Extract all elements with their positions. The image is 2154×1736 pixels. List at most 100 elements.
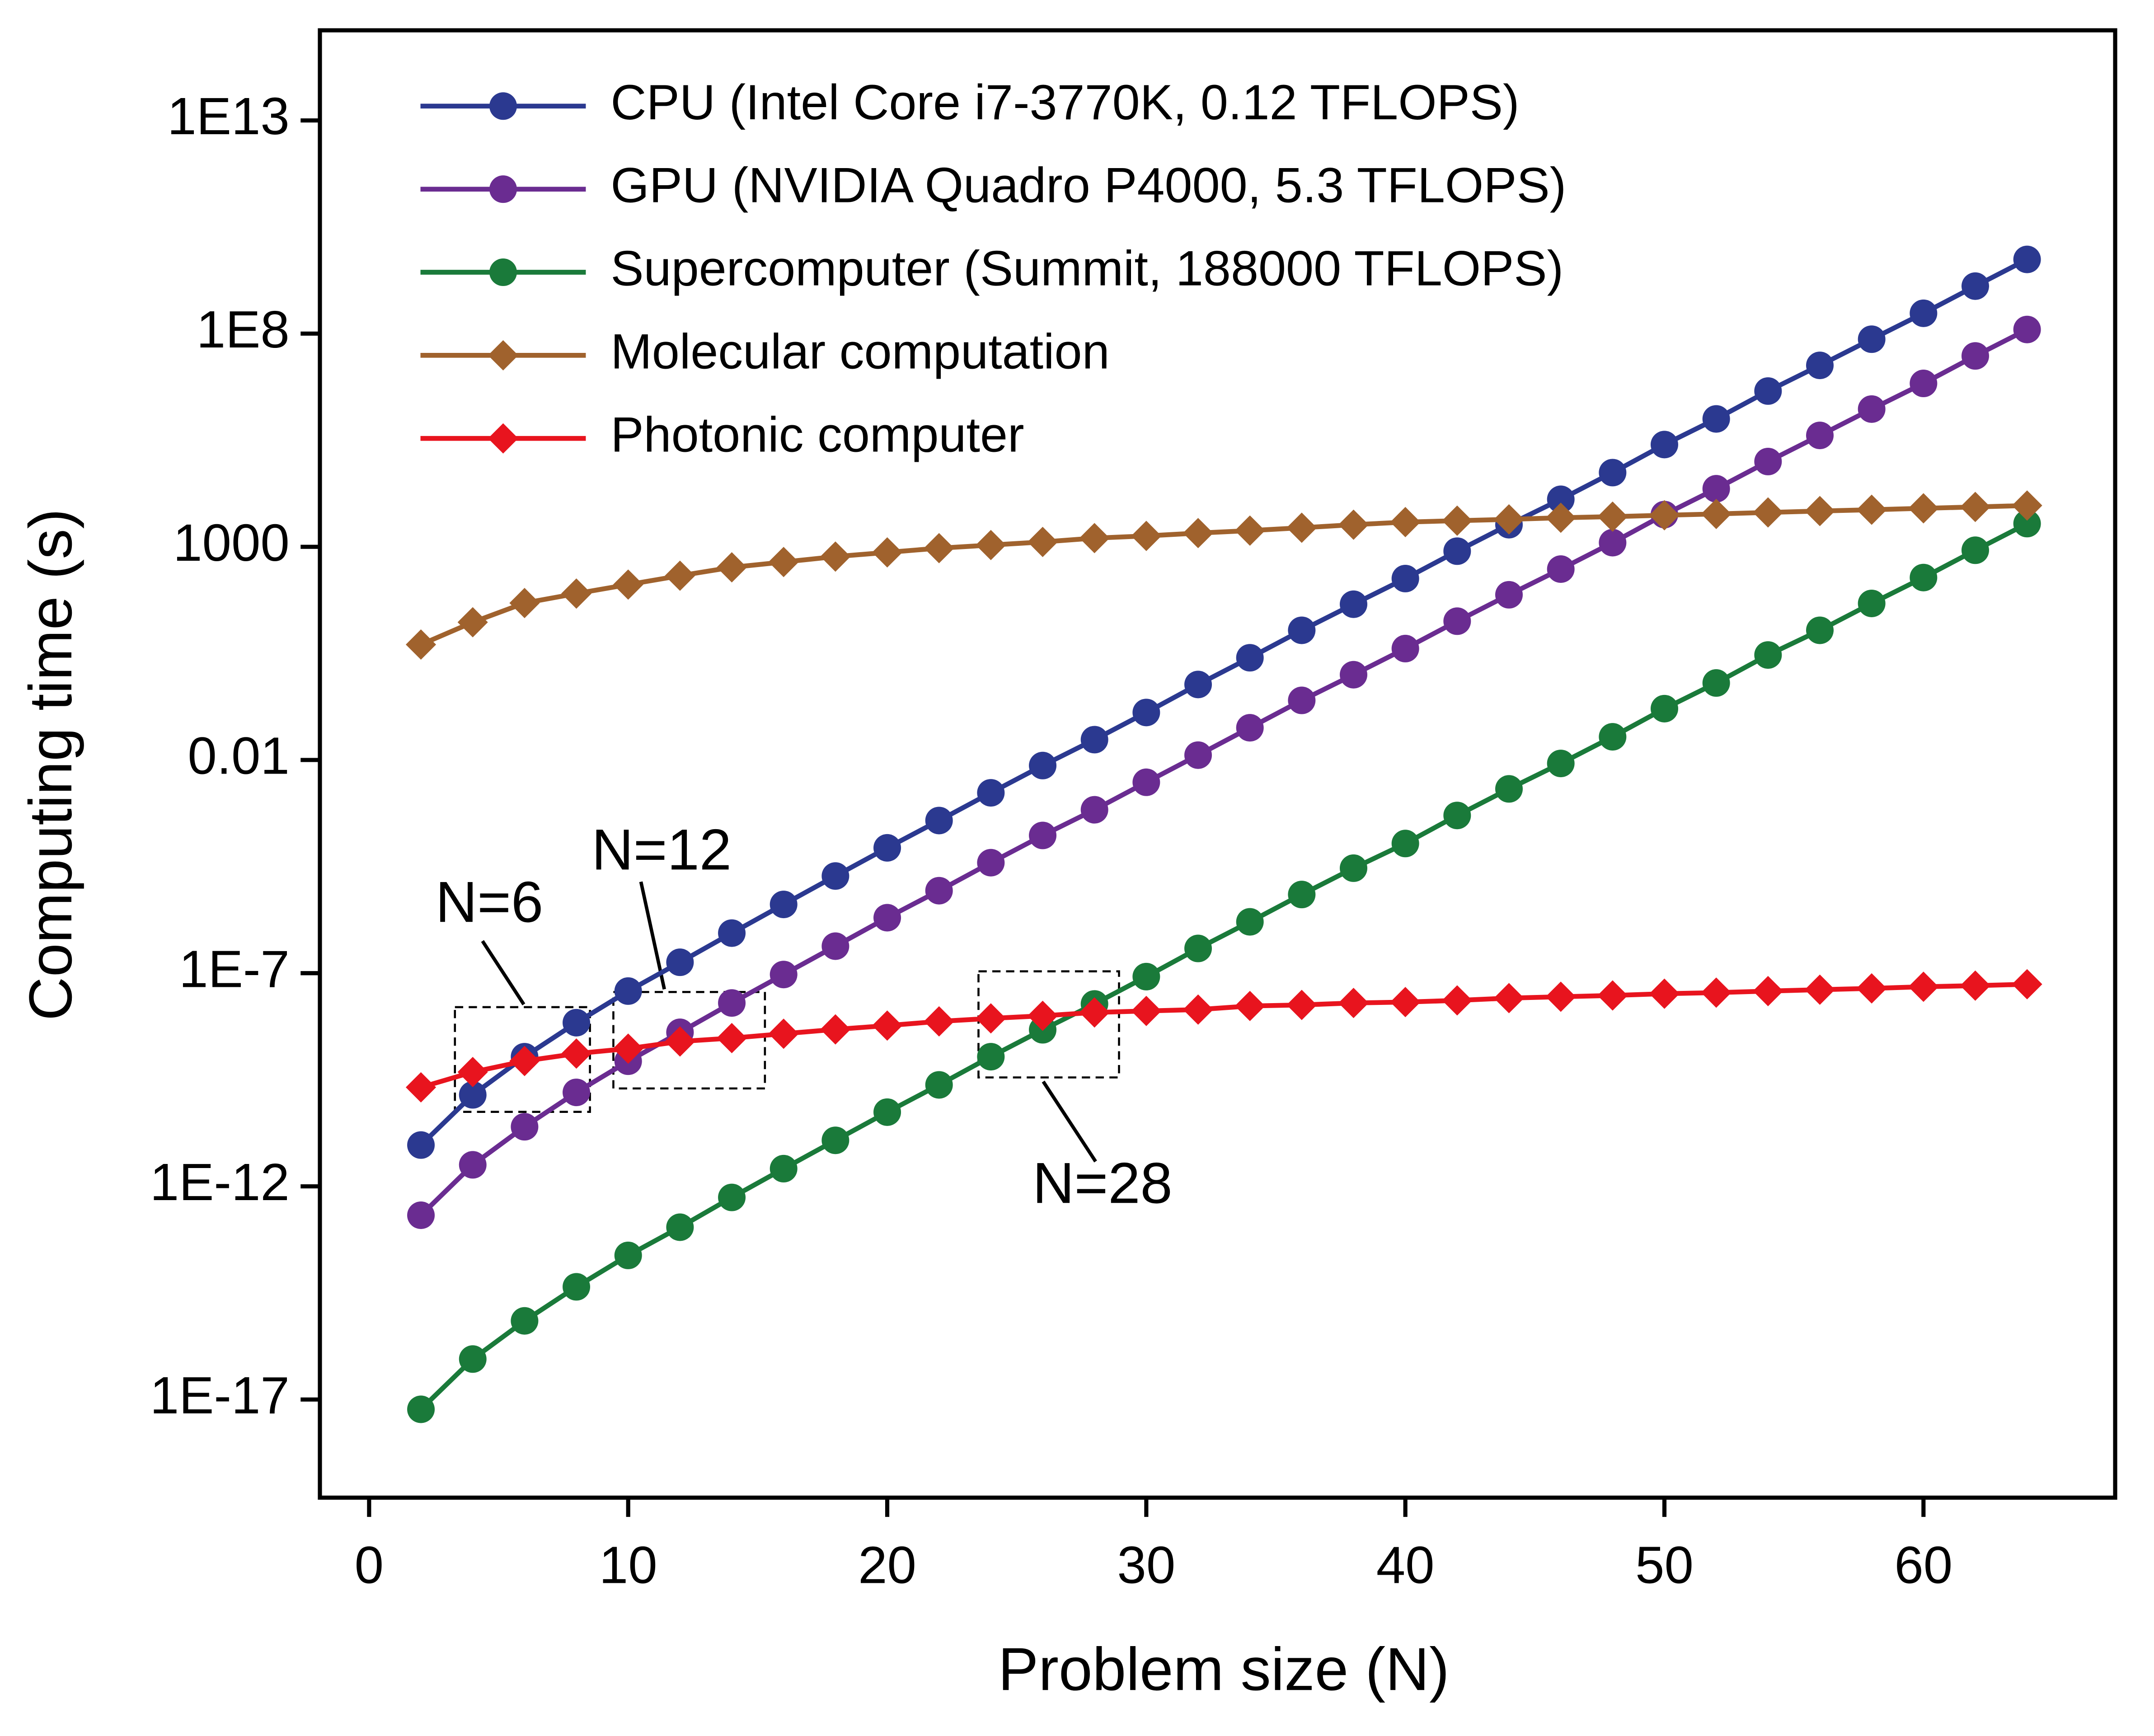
marker xyxy=(489,258,517,286)
marker xyxy=(1651,431,1678,459)
marker xyxy=(489,92,517,120)
marker xyxy=(457,607,488,638)
marker xyxy=(925,877,953,905)
marker xyxy=(509,1046,540,1076)
marker xyxy=(2012,969,2042,999)
y-tick-label: 1E13 xyxy=(167,87,290,145)
annotation-leader xyxy=(481,940,526,1005)
y-tick-label: 0.01 xyxy=(188,727,290,785)
marker xyxy=(820,1014,851,1045)
marker xyxy=(1029,821,1057,849)
marker xyxy=(1184,934,1212,962)
marker xyxy=(1236,908,1264,936)
marker xyxy=(1908,971,1939,1002)
marker xyxy=(2012,490,2042,521)
marker xyxy=(488,340,519,371)
x-tick-label: 0 xyxy=(355,1536,384,1595)
marker xyxy=(614,977,642,1005)
marker xyxy=(1702,669,1730,697)
plot-frame xyxy=(318,28,2117,1500)
marker xyxy=(489,175,517,203)
marker xyxy=(1079,997,1110,1028)
marker xyxy=(1079,523,1110,554)
marker xyxy=(1754,377,1782,405)
marker xyxy=(1599,529,1627,557)
marker xyxy=(459,1151,487,1179)
marker xyxy=(718,919,746,947)
marker xyxy=(1856,494,1887,525)
marker xyxy=(1649,978,1680,1009)
marker xyxy=(873,834,901,862)
marker xyxy=(976,530,1006,560)
marker xyxy=(873,904,901,932)
x-tick-label: 10 xyxy=(599,1536,657,1595)
marker xyxy=(768,547,799,577)
marker xyxy=(1338,509,1369,540)
marker xyxy=(1184,671,1212,699)
series-line xyxy=(419,257,2028,1147)
marker xyxy=(976,1003,1006,1034)
marker xyxy=(1391,564,1419,592)
marker xyxy=(1443,607,1471,635)
marker xyxy=(1649,500,1680,530)
marker xyxy=(407,1201,435,1229)
marker xyxy=(1858,395,1886,423)
marker xyxy=(977,1043,1005,1071)
marker xyxy=(1236,714,1264,742)
legend-label: CPU (Intel Core i7-3770K, 0.12 TFLOPS) xyxy=(610,75,1519,130)
marker xyxy=(613,569,643,600)
marker xyxy=(2013,315,2041,343)
marker xyxy=(1910,370,1938,398)
marker xyxy=(1027,1000,1058,1031)
marker xyxy=(1286,990,1317,1020)
marker xyxy=(718,1183,746,1211)
marker xyxy=(1961,272,1989,300)
series-line xyxy=(420,981,2027,1090)
marker xyxy=(718,989,746,1017)
marker xyxy=(614,1241,642,1269)
marker xyxy=(1858,325,1886,353)
annotation-box xyxy=(612,991,766,1090)
marker xyxy=(407,1395,435,1423)
marker xyxy=(1597,501,1628,532)
marker xyxy=(1701,977,1732,1008)
annotation: N=12 xyxy=(591,817,732,882)
marker xyxy=(1442,505,1473,536)
marker xyxy=(1702,475,1730,503)
marker xyxy=(821,862,849,890)
legend-label: Supercomputer (Summit, 188000 TFLOPS) xyxy=(610,241,1563,296)
marker xyxy=(1547,485,1575,513)
marker xyxy=(821,1126,849,1154)
marker xyxy=(977,779,1005,807)
marker xyxy=(1234,515,1265,546)
marker xyxy=(1960,970,1991,1001)
marker xyxy=(1806,616,1834,644)
marker xyxy=(407,1131,435,1159)
marker xyxy=(1080,726,1108,754)
marker xyxy=(1132,962,1160,990)
marker xyxy=(511,1307,539,1335)
legend-label: Molecular computation xyxy=(610,324,1109,379)
y-tick-label: 1000 xyxy=(173,513,290,572)
marker xyxy=(1183,994,1214,1025)
marker xyxy=(1806,422,1834,450)
marker xyxy=(1495,775,1523,803)
marker xyxy=(717,1023,747,1053)
annotation-box xyxy=(977,970,1120,1079)
legend-label: Photonic computer xyxy=(610,407,1024,462)
marker xyxy=(1391,634,1419,662)
marker xyxy=(717,552,747,583)
marker xyxy=(1236,644,1264,672)
marker xyxy=(1495,581,1523,609)
marker xyxy=(770,891,798,919)
marker xyxy=(1547,555,1575,583)
marker xyxy=(488,423,519,454)
y-tick-label: 1E-17 xyxy=(150,1366,290,1425)
marker xyxy=(1132,699,1160,727)
marker xyxy=(1804,974,1835,1005)
marker xyxy=(561,1038,592,1069)
marker xyxy=(1858,589,1886,617)
marker xyxy=(820,541,851,572)
marker xyxy=(770,961,798,989)
